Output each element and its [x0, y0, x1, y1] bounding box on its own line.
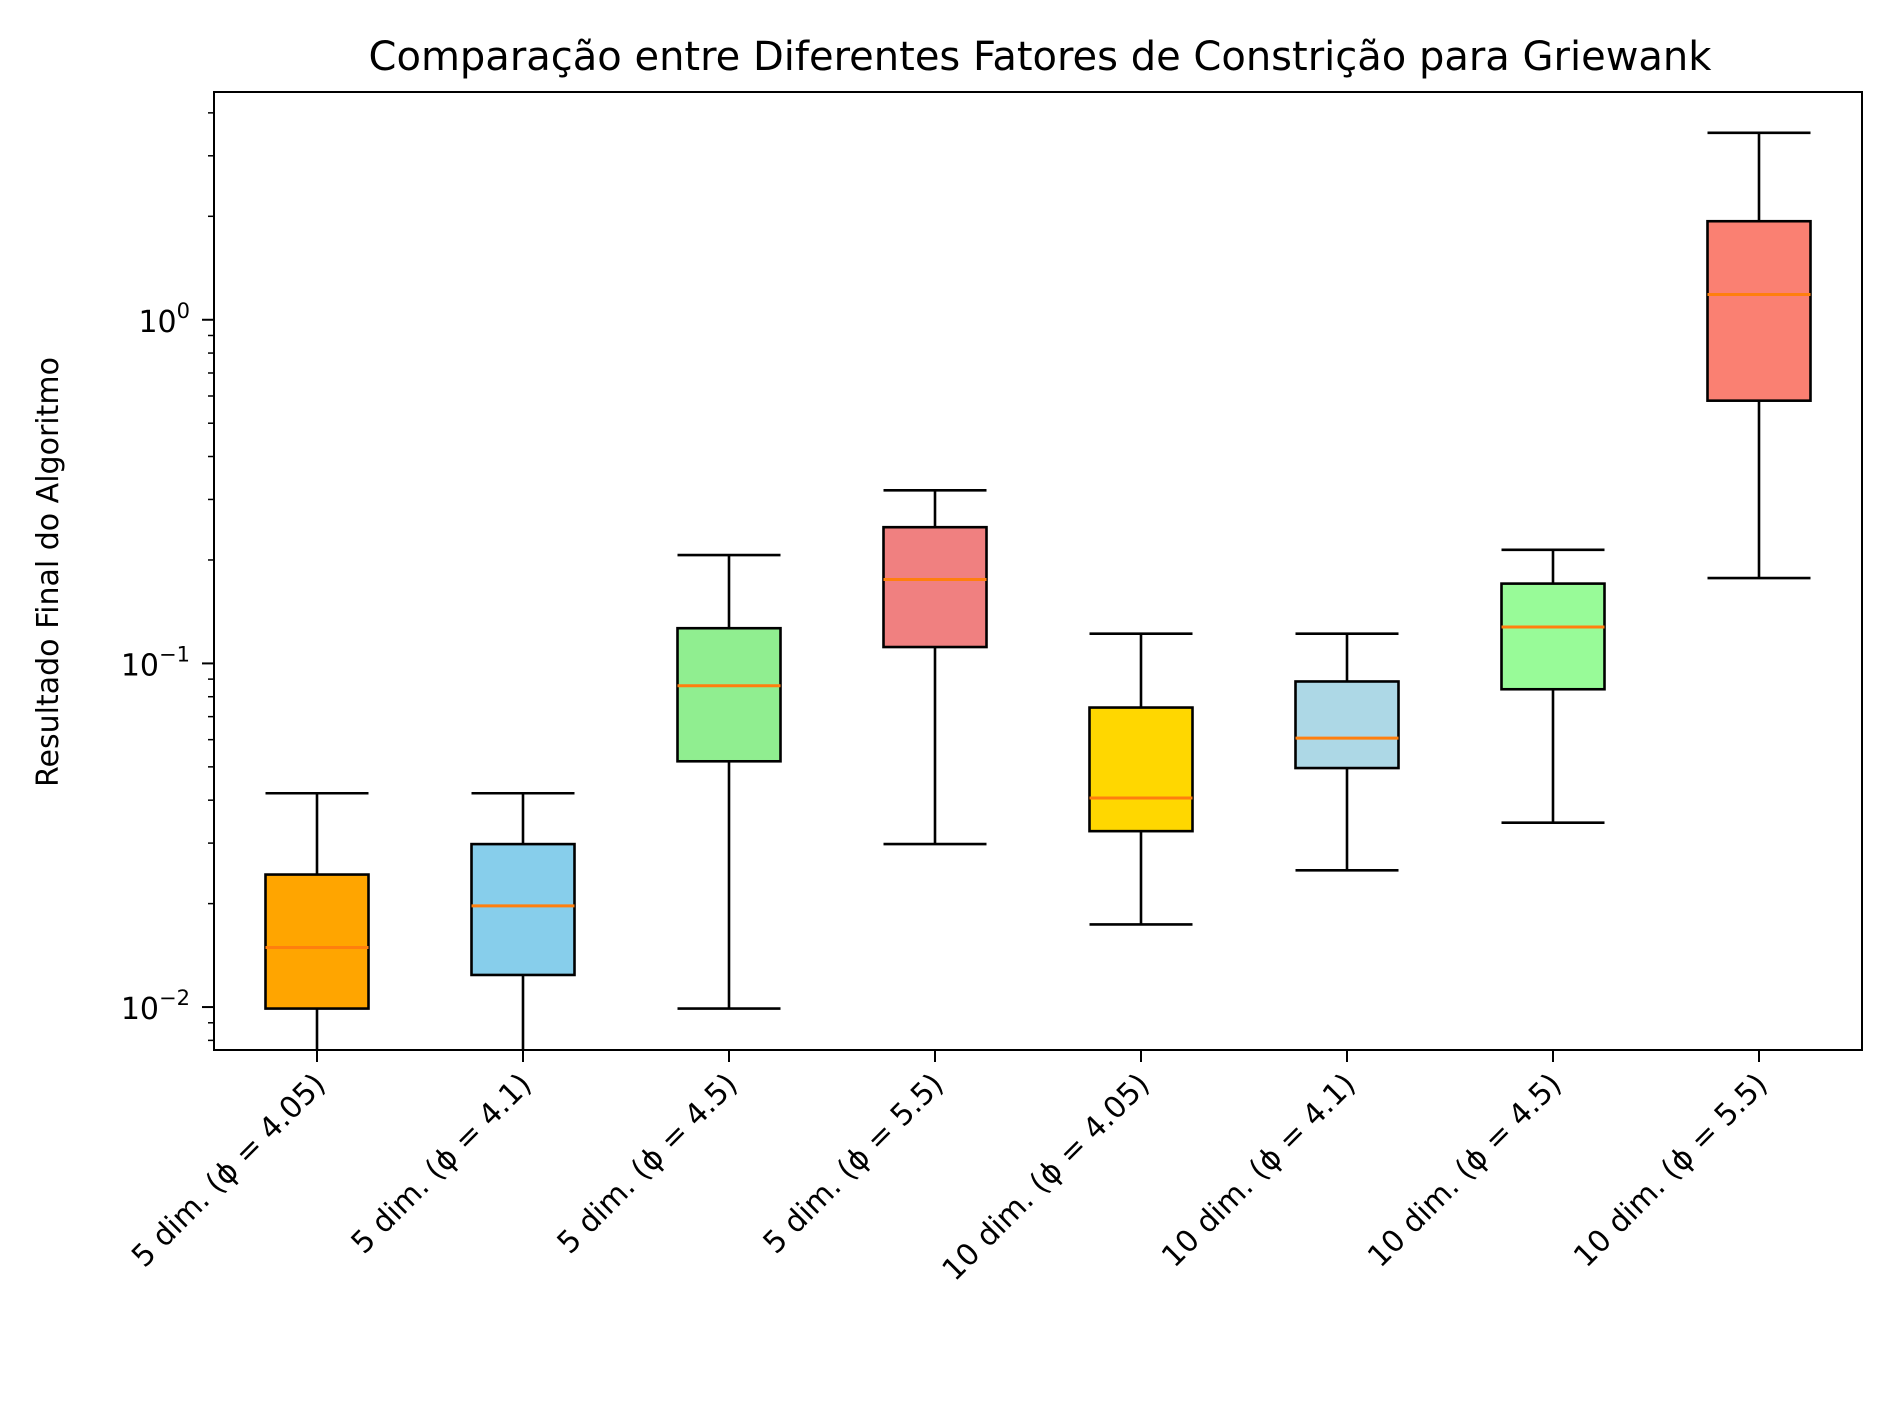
box-6 [1294, 680, 1400, 770]
box-3 [676, 626, 782, 763]
y-axis-ticks: 10−2 10−1 100 [121, 112, 214, 1042]
y-tick-label-3: 100 [138, 299, 190, 340]
y-axis-label: Resultado Final do Algoritmo [31, 357, 66, 787]
box-5 [1088, 706, 1194, 833]
y-tick-label-1: 10−2 [121, 986, 190, 1027]
box-group-5 [1088, 632, 1194, 926]
plot-frame [213, 91, 1863, 1051]
box-4 [882, 525, 988, 649]
box-group-7 [1500, 548, 1606, 824]
box-2 [470, 842, 576, 977]
x-tick-label-7: 10 dim. (ϕ = 4.5) [1361, 1067, 1569, 1275]
x-tick-label-8: 10 dim. (ϕ = 5.5) [1567, 1067, 1775, 1275]
x-tick-label-2: 5 dim. (ϕ = 4.1) [345, 1067, 539, 1261]
x-tick-label-1: 5 dim. (ϕ = 4.05) [125, 1067, 333, 1275]
box-group-6 [1294, 632, 1400, 872]
box-group-1 [264, 791, 370, 1050]
x-tick-label-3: 5 dim. (ϕ = 4.5) [551, 1067, 745, 1261]
box-8 [1706, 219, 1812, 402]
x-axis-ticks: 5 dim. (ϕ = 4.05) 5 dim. (ϕ = 4.1) 5 dim. … [125, 1050, 1775, 1288]
box-group-4 [882, 489, 988, 846]
chart-title: Comparação entre Diferentes Fatores de C… [369, 34, 1713, 80]
boxes-layer [264, 131, 1812, 1050]
box-group-3 [676, 553, 782, 1010]
box-group-2 [470, 791, 576, 1050]
y-tick-label-2: 10−1 [121, 642, 190, 683]
x-tick-label-6: 10 dim. (ϕ = 4.1) [1155, 1067, 1363, 1275]
x-tick-label-4: 5 dim. (ϕ = 5.5) [757, 1067, 951, 1261]
box-group-8 [1706, 131, 1812, 580]
box-7 [1500, 582, 1606, 691]
box-1 [264, 873, 370, 1010]
x-tick-label-5: 10 dim. (ϕ = 4.05) [936, 1067, 1157, 1288]
